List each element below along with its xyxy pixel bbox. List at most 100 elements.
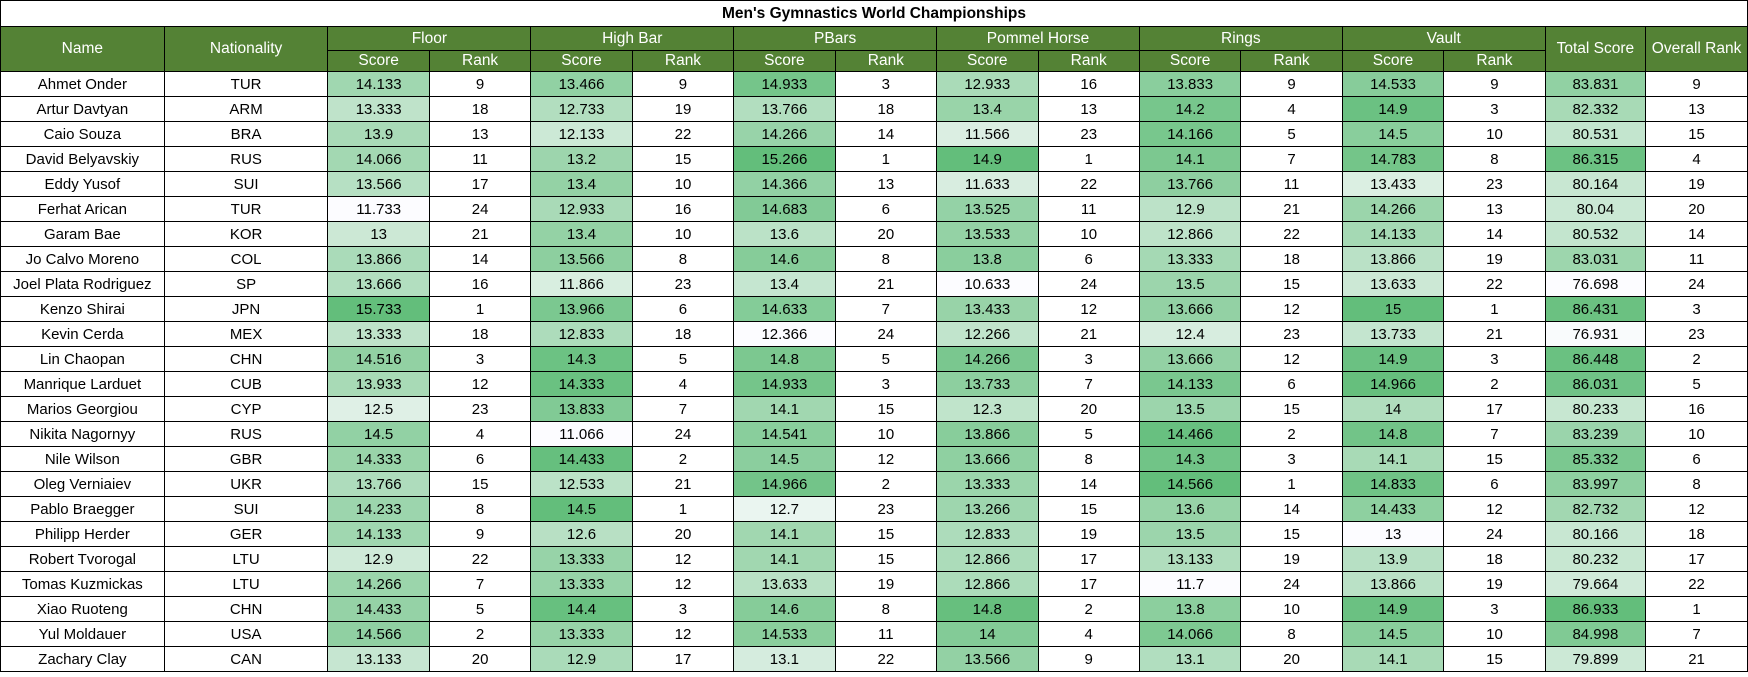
rings-score-cell: 12.866	[1138, 221, 1242, 247]
floor-score-cell: 12.5	[327, 396, 430, 422]
athlete-name-cell: Philipp Herder	[0, 521, 165, 547]
pbars-score-cell: 14.541	[733, 421, 836, 447]
pommel-horse-rank-cell: 20	[1037, 396, 1140, 422]
rings-score-cell: 13.5	[1138, 521, 1242, 547]
total-score-cell: 86.315	[1544, 146, 1647, 172]
nationality-cell: RUS	[163, 421, 329, 447]
high-bar-score-cell: 12.9	[530, 646, 633, 672]
overall-rank-cell: 4	[1645, 146, 1748, 172]
total-score-cell: 83.831	[1544, 71, 1647, 97]
rings-score-cell: 14.1	[1138, 146, 1242, 172]
overall-rank-cell: 3	[1645, 296, 1748, 322]
high-bar-score-cell: 14.3	[530, 346, 633, 372]
nationality-cell: LTU	[163, 546, 329, 572]
pbars-score-cell: 14.1	[733, 396, 836, 422]
vault-score-cell: 14.266	[1341, 196, 1445, 222]
total-score-cell: 76.698	[1544, 271, 1647, 297]
overall-rank-cell: 18	[1645, 521, 1748, 547]
vault-rank-cell: 21	[1443, 321, 1546, 347]
vault-rank-cell: 13	[1443, 196, 1546, 222]
high-bar-rank-cell: 23	[631, 271, 735, 297]
rings-score-cell: 13.6	[1138, 496, 1242, 522]
nationality-cell: KOR	[163, 221, 329, 247]
high-bar-score-cell: 13.4	[530, 171, 633, 197]
vault-rank-cell: 15	[1443, 446, 1546, 472]
overall-rank-cell: 15	[1645, 121, 1748, 147]
subheader-score: Score	[733, 50, 836, 72]
floor-rank-cell: 16	[428, 271, 532, 297]
vault-score-cell: 13.9	[1341, 546, 1445, 572]
floor-score-cell: 12.9	[327, 546, 430, 572]
high-bar-score-cell: 11.066	[530, 421, 633, 447]
floor-score-cell: 14.433	[327, 596, 430, 622]
high-bar-rank-cell: 16	[631, 196, 735, 222]
vault-rank-cell: 23	[1443, 171, 1546, 197]
vault-score-cell: 14.1	[1341, 446, 1445, 472]
pommel-horse-rank-cell: 14	[1037, 471, 1140, 497]
overall-rank-cell: 7	[1645, 621, 1748, 647]
floor-rank-cell: 22	[428, 546, 532, 572]
pommel-horse-rank-cell: 7	[1037, 371, 1140, 397]
pommel-horse-score-cell: 12.866	[936, 546, 1039, 572]
floor-score-cell: 14.133	[327, 71, 430, 97]
rings-score-cell: 12.9	[1138, 196, 1242, 222]
vault-score-cell: 14.966	[1341, 371, 1445, 397]
pbars-score-cell: 12.366	[733, 321, 836, 347]
vault-score-cell: 14.5	[1341, 121, 1445, 147]
floor-rank-cell: 12	[428, 371, 532, 397]
vault-score-cell: 13.433	[1341, 171, 1445, 197]
pbars-score-cell: 14.8	[733, 346, 836, 372]
table-row: Lin Chaopan CHN 14.516 3 14.3 5 14.8 5 14.266 3 13…	[0, 346, 1748, 372]
vault-score-cell: 14.9	[1341, 96, 1445, 122]
pbars-rank-cell: 21	[834, 271, 938, 297]
vault-score-cell: 14.5	[1341, 621, 1445, 647]
pbars-rank-cell: 20	[834, 221, 938, 247]
high-bar-score-cell: 12.6	[530, 521, 633, 547]
pbars-score-cell: 14.683	[733, 196, 836, 222]
athlete-name-cell: Manrique Larduet	[0, 371, 165, 397]
vault-rank-cell: 14	[1443, 221, 1546, 247]
rings-score-cell: 13.333	[1138, 246, 1242, 272]
header-event-pommel-horse: Pommel Horse	[936, 26, 1140, 51]
high-bar-rank-cell: 12	[631, 571, 735, 597]
subheader-rank: Rank	[428, 50, 532, 72]
subheader-score: Score	[1341, 50, 1445, 72]
table-row: Tomas Kuzmickas LTU 14.266 7 13.333 12 13.633 1…	[0, 571, 1748, 597]
high-bar-score-cell: 13.966	[530, 296, 633, 322]
pbars-rank-cell: 6	[834, 196, 938, 222]
total-score-cell: 76.931	[1544, 321, 1647, 347]
rings-score-cell: 14.133	[1138, 371, 1242, 397]
rings-rank-cell: 1	[1240, 471, 1343, 497]
high-bar-rank-cell: 18	[631, 321, 735, 347]
total-score-cell: 80.531	[1544, 121, 1647, 147]
total-score-cell: 83.031	[1544, 246, 1647, 272]
pommel-horse-rank-cell: 16	[1037, 71, 1140, 97]
high-bar-rank-cell: 22	[631, 121, 735, 147]
overall-rank-cell: 2	[1645, 346, 1748, 372]
high-bar-score-cell: 11.866	[530, 271, 633, 297]
floor-rank-cell: 5	[428, 596, 532, 622]
pommel-horse-score-cell: 13.266	[936, 496, 1039, 522]
subheader-score: Score	[327, 50, 430, 72]
athlete-name-cell: Eddy Yusof	[0, 171, 165, 197]
pommel-horse-rank-cell: 19	[1037, 521, 1140, 547]
pommel-horse-score-cell: 12.866	[936, 571, 1039, 597]
rings-rank-cell: 3	[1240, 446, 1343, 472]
overall-rank-cell: 20	[1645, 196, 1748, 222]
rings-score-cell: 14.166	[1138, 121, 1242, 147]
floor-rank-cell: 23	[428, 396, 532, 422]
floor-score-cell: 13	[327, 221, 430, 247]
high-bar-score-cell: 12.133	[530, 121, 633, 147]
pbars-score-cell: 14.633	[733, 296, 836, 322]
overall-rank-cell: 10	[1645, 421, 1748, 447]
pommel-horse-score-cell: 14.9	[936, 146, 1039, 172]
vault-score-cell: 14.1	[1341, 646, 1445, 672]
overall-rank-cell: 6	[1645, 446, 1748, 472]
high-bar-rank-cell: 7	[631, 396, 735, 422]
floor-rank-cell: 24	[428, 196, 532, 222]
pommel-horse-rank-cell: 21	[1037, 321, 1140, 347]
header-event-high-bar: High Bar	[530, 26, 735, 51]
pommel-horse-rank-cell: 2	[1037, 596, 1140, 622]
floor-rank-cell: 18	[428, 321, 532, 347]
